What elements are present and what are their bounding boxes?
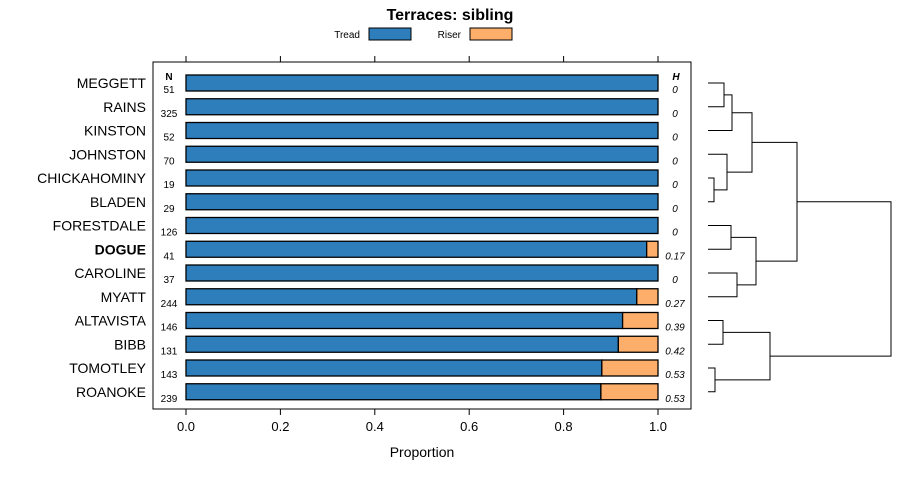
- h-value-forestdale: 0: [672, 228, 678, 239]
- x-tick-label-5: 1.0: [649, 419, 667, 434]
- h-value-altavista: 0.39: [665, 323, 685, 334]
- n-labels: 51 325 52 70 19 29 126 41 37 244 146 131 143 239: [161, 85, 178, 405]
- bar-tread-rains: [185, 98, 659, 116]
- dendro-altavista-bibb: [708, 320, 724, 345]
- legend-swatch-riser: [469, 27, 513, 41]
- bar-tread-forestdale: [185, 216, 659, 235]
- bar-tread-altavista: [185, 311, 624, 330]
- bar-tread-bibb: [185, 335, 620, 353]
- category-label-bladen: BLADEN: [90, 194, 146, 210]
- n-value-johnston: 70: [163, 156, 175, 167]
- bar-tread-myatt: [185, 288, 638, 306]
- n-value-caroline: 37: [163, 275, 175, 286]
- n-header: N: [165, 72, 172, 83]
- category-label-altavista: ALTAVISTA: [75, 313, 147, 329]
- plot-frame: [152, 61, 692, 410]
- legend-label-riser: Riser: [438, 30, 462, 41]
- h-header: H: [672, 72, 680, 83]
- h-value-tomotley: 0.53: [665, 370, 685, 381]
- dendro-tomotley-roanoke: [708, 367, 716, 393]
- h-value-rains: 0: [672, 109, 678, 120]
- bar-riser-tomotley: [601, 359, 659, 377]
- bar-tread-meggett: [185, 74, 659, 92]
- bar-tread-caroline: [185, 264, 659, 282]
- x-tick-label-0: 0.0: [177, 419, 195, 434]
- category-label-roanoke: ROANOKE: [76, 384, 146, 400]
- bar-riser-roanoke: [600, 383, 659, 401]
- chart-title: Terraces: sibling: [387, 7, 514, 24]
- dendro-root: [770, 201, 892, 357]
- dendro-meggett-rains: [708, 82, 725, 108]
- h-value-myatt: 0.27: [665, 299, 685, 310]
- category-label-dogue: DOGUE: [95, 241, 146, 257]
- n-value-bibb: 131: [161, 346, 178, 357]
- dendro-a-b: [727, 112, 753, 173]
- category-label-johnston: JOHNSTON: [69, 146, 146, 162]
- bar-tread-kinston: [185, 121, 659, 140]
- dendrogram: [708, 82, 892, 393]
- dendro-forestdale-dogue: [708, 225, 732, 250]
- dendro-c1-c2: [731, 236, 757, 286]
- x-tick-label-4: 0.8: [555, 419, 573, 434]
- category-label-chickahominy: CHICKAHOMINY: [37, 170, 147, 186]
- n-value-bladen: 29: [163, 204, 175, 215]
- bar-tread-dogue: [185, 240, 648, 258]
- n-value-forestdale: 126: [161, 228, 178, 239]
- bar-tread-roanoke: [185, 383, 602, 401]
- dendro-johnston-b1: [708, 153, 728, 191]
- x-tick-label-3: 0.6: [460, 419, 478, 434]
- n-value-meggett: 51: [163, 85, 175, 96]
- h-value-bladen: 0: [672, 204, 678, 215]
- n-value-tomotley: 143: [161, 370, 178, 381]
- dendro-ab-c: [752, 141, 798, 262]
- n-value-kinston: 52: [163, 133, 175, 144]
- bars: [185, 74, 659, 401]
- n-value-altavista: 146: [161, 323, 178, 334]
- h-value-kinston: 0: [672, 133, 678, 144]
- category-labels: MEGGETT RAINS KINSTON JOHNSTON CHICKAHOMINY B…: [37, 75, 147, 400]
- bar-tread-tomotley: [185, 359, 603, 377]
- h-labels: 0 0 0 0 0 0 0 0.17 0 0.27 0.39 0.42 0.53 0.53: [665, 85, 685, 405]
- category-label-tomotley: TOMOTLEY: [69, 360, 146, 376]
- h-value-bibb: 0.42: [665, 346, 685, 357]
- bar-tread-chickahominy: [185, 169, 659, 187]
- legend: Tread Riser: [334, 27, 513, 41]
- n-value-rains: 325: [161, 109, 178, 120]
- category-label-myatt: MYATT: [101, 289, 147, 305]
- x-tick-label-1: 0.2: [271, 419, 289, 434]
- category-label-caroline: CAROLINE: [74, 265, 146, 281]
- category-label-kinston: KINSTON: [84, 123, 146, 139]
- category-label-forestdale: FORESTDALE: [53, 218, 146, 234]
- category-label-meggett: MEGGETT: [77, 75, 147, 91]
- legend-swatch-tread: [368, 27, 412, 41]
- legend-label-tread: Tread: [334, 30, 360, 41]
- bar-riser-myatt: [636, 288, 659, 306]
- h-value-johnston: 0: [672, 156, 678, 167]
- x-tick-label-2: 0.4: [366, 419, 384, 434]
- h-value-meggett: 0: [672, 85, 678, 96]
- x-axis-title: Proportion: [390, 444, 455, 460]
- bar-riser-dogue: [646, 240, 659, 258]
- dendro-a1-kinston: [708, 94, 733, 131]
- bar-tread-johnston: [185, 145, 659, 163]
- n-value-dogue: 41: [163, 251, 175, 262]
- n-value-myatt: 244: [161, 299, 178, 310]
- category-label-rains: RAINS: [103, 99, 146, 115]
- bar-riser-altavista: [621, 311, 659, 330]
- bar-tread-bladen: [185, 193, 659, 211]
- n-value-chickahominy: 19: [163, 180, 175, 191]
- h-value-caroline: 0: [672, 275, 678, 286]
- h-value-roanoke: 0.53: [665, 394, 685, 405]
- n-value-roanoke: 239: [161, 394, 178, 405]
- category-label-bibb: BIBB: [114, 336, 146, 352]
- x-axis: 0.0 0.2 0.4 0.6 0.8 1.0: [177, 56, 667, 434]
- bar-riser-bibb: [617, 335, 659, 353]
- h-value-chickahominy: 0: [672, 180, 678, 191]
- dendro-caroline-myatt: [708, 272, 738, 298]
- h-value-dogue: 0.17: [665, 251, 685, 262]
- dendro-chickahominy-bladen: [708, 177, 715, 203]
